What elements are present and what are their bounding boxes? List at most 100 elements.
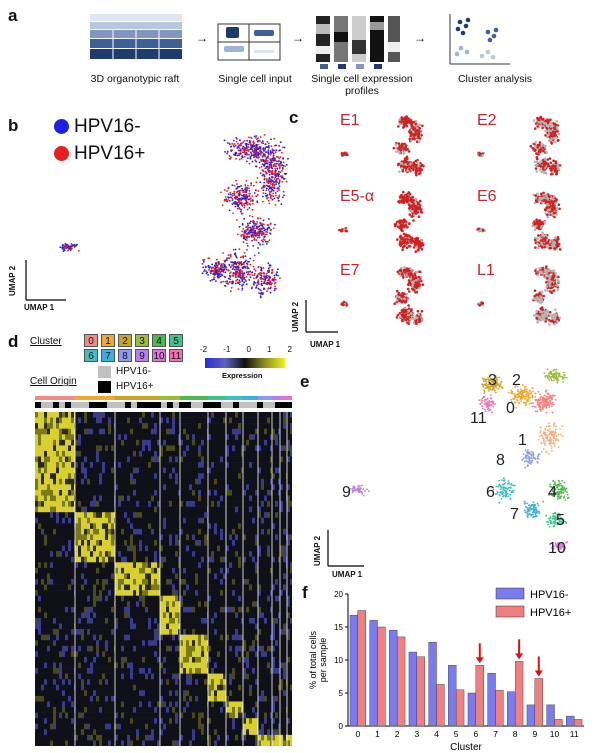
cluster-key-cell: 10 (152, 349, 166, 362)
cluster-key-cell: 2 (118, 334, 132, 347)
x-tick-label: 5 (454, 729, 459, 739)
cluster-label: 3 (488, 372, 497, 389)
cluster-key-cell: 3 (135, 334, 149, 347)
y-tick-label: 20 (334, 590, 343, 599)
expression-scale (205, 358, 285, 368)
legend-dot-blue (54, 119, 69, 135)
legend-label: HPV16+ (530, 607, 571, 619)
bar-HPV16--6 (467, 692, 477, 727)
bar-HPV16--9 (526, 704, 536, 727)
scale-tick: 2 (287, 345, 292, 354)
panel-b-letter: b (8, 116, 19, 135)
gene-label-e7: E7 (340, 262, 360, 279)
cluster-title: Cluster (30, 336, 62, 347)
cluster-key-cell: 5 (169, 334, 183, 347)
step-label-single-cell: Single cell input (218, 73, 292, 85)
legend-label: HPV16- (530, 589, 569, 601)
legend-swatch (495, 605, 525, 618)
bar-HPV16+-2 (396, 636, 406, 727)
x-tick-label: 8 (513, 729, 518, 739)
cluster-label: 0 (506, 400, 515, 417)
umap-axes-b (25, 260, 66, 301)
y-axis-label: % of total cellsper sample (308, 630, 328, 689)
cluster-key-cell: 4 (152, 334, 166, 347)
raft-icon (90, 14, 182, 59)
x-tick-label: 7 (493, 729, 498, 739)
cell-origin-title: Cell Origin (30, 376, 77, 387)
bar-HPV16+-1 (377, 626, 386, 727)
bar-HPV16--5 (448, 665, 457, 727)
svg-text:→: → (196, 31, 208, 45)
workflow-diagram: → → → (90, 14, 510, 69)
gene-label-e5a: E5-α (340, 188, 375, 205)
umap1-label-c: UMAP 1 (310, 340, 341, 349)
x-axis-label: Cluster (450, 742, 482, 753)
cluster-bar-chart: 0 5 10 15 20 0 1 2 3 4 5 6 7 8 9 10 11 Cluster % of total … (308, 587, 584, 753)
bar-HPV16+-8 (514, 661, 524, 727)
y-tick-label: 10 (334, 656, 343, 665)
cluster-key-cell: 1 (101, 334, 115, 347)
bar-HPV16--4 (428, 641, 437, 727)
bar-HPV16+-4 (436, 684, 445, 727)
bar-HPV16--7 (487, 672, 496, 727)
origin-swatch-pos (98, 381, 111, 393)
x-tick-label: 2 (395, 729, 400, 739)
umap1-label-b: UMAP 1 (24, 303, 55, 312)
expression-heatmap (35, 396, 292, 746)
cluster-key-cell: 9 (135, 349, 149, 362)
x-tick-label: 11 (570, 729, 579, 739)
legend-hpv16-pos: HPV16+ (54, 143, 145, 165)
expression-title: Expression (222, 371, 263, 380)
y-tick-label: 15 (334, 623, 343, 632)
bar-HPV16--10 (546, 704, 555, 727)
bar-HPV16+-5 (455, 689, 465, 727)
x-tick-label: 0 (355, 729, 360, 739)
cluster-label: 8 (496, 452, 505, 469)
svg-text:→: → (414, 31, 426, 45)
panel-f-letter: f (302, 583, 308, 602)
x-tick-label: 1 (375, 729, 380, 739)
x-tick-label: 4 (434, 729, 439, 739)
umap-axes-e (327, 530, 364, 567)
gene-label-l1: L1 (477, 262, 495, 279)
umap-axes-c (305, 300, 338, 333)
bar-HPV16+-9 (534, 678, 543, 727)
bar-HPV16+-10 (554, 719, 563, 727)
panel-a-letter: a (8, 6, 18, 25)
y-tick-label: 0 (339, 722, 344, 731)
umap2-label-c: UMAP 2 (291, 301, 300, 332)
scale-tick: -1 (223, 345, 231, 354)
bar-HPV16--3 (408, 651, 418, 727)
panel-e-letter: e (300, 372, 310, 391)
legend-swatch (495, 587, 525, 600)
bar-HPV16+-11 (573, 719, 583, 727)
gene-label-e2: E2 (477, 112, 497, 129)
bar-HPV16+-6 (475, 665, 484, 727)
scale-tick: 0 (246, 345, 251, 354)
single-cell-grid-icon (217, 23, 281, 61)
cluster-label: 7 (510, 506, 519, 523)
cluster-analysis-icon (449, 14, 510, 65)
x-tick-label: 3 (414, 729, 419, 739)
cluster-key-cell: 8 (118, 349, 132, 362)
cluster-label: 2 (512, 372, 521, 389)
cluster-label: 10 (548, 540, 566, 557)
scale-ticks: -2 -1 0 1 2 (200, 345, 292, 354)
origin-label-neg: HPV16- (116, 366, 152, 377)
bar-HPV16+-3 (416, 656, 425, 727)
bar-HPV16--2 (389, 630, 398, 727)
bar-HPV16--8 (507, 691, 516, 727)
gene-label-e6: E6 (477, 188, 497, 205)
umap2-label-e: UMAP 2 (313, 535, 322, 566)
umap-hpv-status (59, 134, 289, 299)
umap-clusters (349, 368, 570, 551)
cluster-label: 1 (518, 432, 527, 449)
cluster-key-cell: 6 (84, 349, 98, 362)
bar-HPV16--11 (566, 715, 575, 727)
umap-gene-grid (338, 115, 562, 326)
x-tick-label: 10 (550, 729, 560, 739)
cluster-label: 5 (556, 512, 565, 529)
expression-profile-icon (314, 14, 400, 69)
scale-tick: 1 (266, 345, 272, 354)
cluster-label: 11 (470, 410, 487, 427)
